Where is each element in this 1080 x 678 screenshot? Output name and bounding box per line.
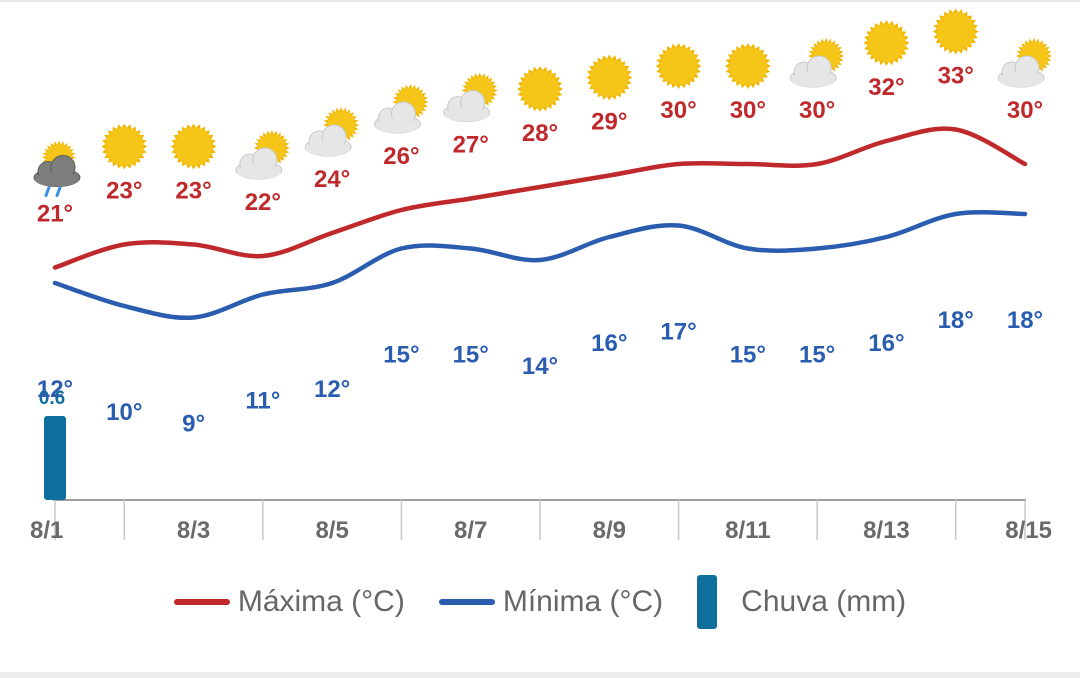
sun-disc — [867, 24, 906, 62]
max-temp-label: 28° — [522, 120, 558, 147]
min-temp-label: 15° — [453, 342, 489, 369]
cloud — [373, 101, 421, 134]
sun-icon — [101, 123, 148, 170]
cloud-fill — [35, 172, 79, 187]
cloud-fill — [444, 107, 489, 122]
max-temp-label: 32° — [868, 74, 904, 101]
min-temp-label: 16° — [868, 330, 904, 357]
cloud — [235, 147, 283, 180]
min-temp-label: 17° — [660, 319, 696, 346]
rain-value-label: 0.6 — [39, 388, 65, 409]
max-temperature-line — [52, 126, 1028, 270]
max-temp-label: 30° — [799, 97, 835, 124]
sun-icon — [655, 43, 702, 89]
cloud-fill — [999, 73, 1043, 87]
top-border — [0, 0, 1080, 2]
min-temp-label: 12° — [37, 376, 73, 403]
sun-disc — [659, 47, 698, 85]
min-temp-label: 12° — [314, 376, 350, 403]
forecast-chart: 8/1 8/3 8/5 8/7 8/9 8/11 8/13 8/15 0.6 21° 23° 23… — [30, 8, 1052, 544]
cloud-fill — [375, 119, 420, 133]
cloud — [443, 90, 491, 122]
x-tick-label: 8/1 — [30, 517, 63, 544]
legend-max-label: Máxima (°C) — [237, 585, 405, 618]
legend-max-swatch — [173, 599, 230, 605]
sun-icon — [586, 54, 633, 101]
sun-disc — [936, 12, 975, 51]
rain-drop — [44, 186, 51, 197]
max-temp-label: 23° — [106, 178, 142, 205]
cloud-fill — [791, 73, 836, 87]
weather-icons — [33, 8, 1052, 197]
legend-item-rain[interactable]: Chuva (mm) — [697, 575, 906, 629]
sun-icon — [517, 66, 563, 112]
cloud-fill — [236, 165, 281, 179]
x-tick-label: 8/3 — [177, 517, 210, 544]
partly-cloudy-icon — [304, 107, 360, 157]
sun-disc — [728, 47, 767, 85]
min-temp-label: 10° — [106, 399, 142, 426]
partly-cloudy-icon — [789, 38, 845, 88]
thunderstorm-rain-icon — [33, 140, 81, 197]
max-temp-label: 23° — [175, 178, 211, 205]
x-tick-label: 8/5 — [315, 517, 348, 544]
min-temp-label: 15° — [799, 342, 835, 369]
sun-icon — [724, 43, 771, 89]
sun-disc — [105, 127, 144, 166]
sun-icon — [932, 8, 979, 55]
partly-cloudy-icon — [235, 130, 290, 180]
min-temp-label: 11° — [245, 388, 280, 415]
x-tick-label: 8/9 — [593, 517, 626, 544]
sun-disc — [521, 70, 559, 108]
min-temp-label: 15° — [730, 342, 766, 369]
cloud — [997, 55, 1045, 88]
min-temp-label: 15° — [383, 342, 419, 369]
partly-cloudy-icon — [443, 72, 498, 122]
max-temp-label: 21° — [37, 201, 73, 228]
min-temp-label: 16° — [591, 330, 627, 357]
legend-item-max[interactable]: Máxima (°C) — [173, 585, 405, 619]
cloud — [304, 124, 352, 157]
x-tick-label: 8/13 — [863, 517, 910, 544]
max-temp-label: 27° — [453, 132, 489, 159]
x-tick-label: 8/7 — [454, 517, 487, 544]
sun-disc — [590, 58, 629, 97]
max-temp-label: 33° — [938, 63, 974, 90]
rain-drop — [55, 186, 62, 197]
cloud-fill — [306, 142, 351, 156]
min-temp-label: 9° — [182, 411, 205, 438]
min-temp-label: 18° — [1007, 307, 1043, 334]
x-axis: 8/1 8/3 8/5 8/7 8/9 8/11 8/13 8/15 — [30, 499, 1052, 544]
partly-cloudy-icon — [997, 38, 1052, 88]
max-temp-label: 26° — [383, 143, 419, 170]
max-temp-label: 24° — [314, 166, 350, 193]
legend-min-label: Mínima (°C) — [502, 585, 664, 618]
max-temp-label: 22° — [245, 189, 281, 216]
rain-bar — [44, 416, 66, 500]
legend-min-swatch — [438, 599, 495, 605]
cloud — [789, 55, 837, 88]
rain-bars: 0.6 — [39, 388, 66, 500]
max-temp-label: 29° — [591, 109, 627, 136]
value-labels: 21° 23° 23° 22° 24° 26° 27° 28° 29° 30° 30° 30° 32° 3… — [37, 63, 1043, 438]
sun-icon — [170, 123, 217, 170]
cloud — [33, 155, 81, 187]
legend-rain-swatch — [697, 575, 718, 629]
temperature-lines — [52, 126, 1028, 321]
max-temp-label: 30° — [1007, 97, 1043, 124]
sun-disc — [174, 127, 213, 166]
min-temp-label: 18° — [938, 307, 974, 334]
legend: Máxima (°C) Mínima (°C) Chuva (mm) — [0, 575, 1080, 629]
min-temp-label: 14° — [522, 353, 558, 380]
sun-icon — [863, 20, 910, 66]
max-temp-label: 30° — [730, 97, 766, 124]
x-tick-label: 8/15 — [1005, 517, 1052, 544]
min-temperature-line — [52, 210, 1028, 321]
legend-item-min[interactable]: Mínima (°C) — [438, 585, 664, 619]
max-temp-label: 30° — [660, 97, 696, 124]
partly-cloudy-icon — [373, 84, 429, 134]
legend-rain-label: Chuva (mm) — [741, 585, 907, 618]
bottom-border — [0, 672, 1080, 678]
x-tick-label: 8/11 — [725, 517, 770, 544]
